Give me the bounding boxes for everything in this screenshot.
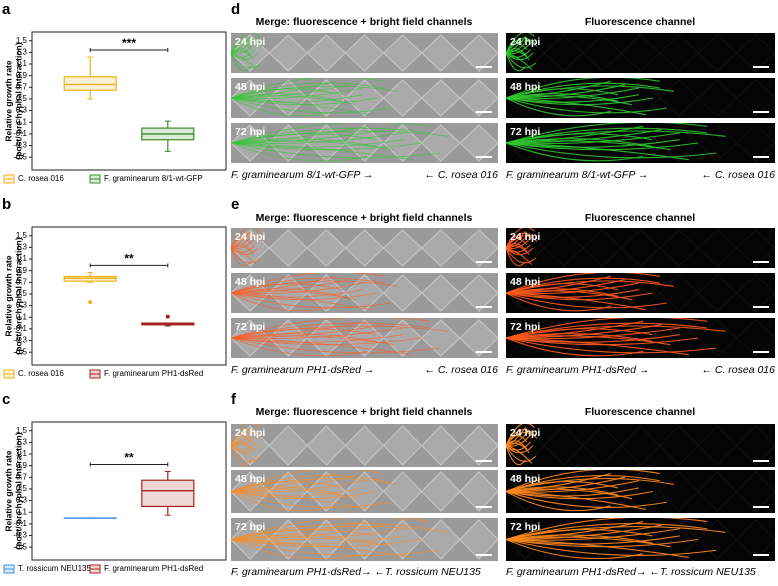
y-tick-label: -0.5	[13, 152, 27, 161]
plot-frame	[32, 32, 226, 170]
caption: F. graminearum PH1-dsRed→ ←T. rossicum N…	[231, 566, 481, 578]
y-tick-label: 1.3	[16, 242, 28, 251]
y-tick-label: 0.7	[16, 82, 28, 91]
legend-label: F. graminearum PH1-dsRed	[104, 369, 203, 378]
y-tick-label: 0.1	[16, 117, 28, 126]
column-title: Merge: fluorescence + bright field chann…	[256, 406, 473, 418]
y-tick-label: 0.3	[16, 106, 28, 115]
time-label: 24 hpi	[235, 427, 265, 439]
outlier	[166, 315, 170, 319]
panel-letter: a	[2, 1, 11, 18]
caption: ← C. rosea 016	[701, 169, 775, 181]
y-tick-label: 0.7	[16, 472, 28, 481]
y-tick-label: 0.3	[16, 496, 28, 505]
y-tick-label: -0.3	[13, 336, 27, 345]
panel-letter: c	[2, 391, 10, 408]
panel-letter: f	[231, 391, 237, 408]
significance-label: **	[124, 252, 134, 266]
panel-letter: e	[231, 196, 239, 213]
time-label: 24 hpi	[510, 427, 540, 439]
time-label: 72 hpi	[235, 321, 265, 333]
column-title: Fluorescence channel	[585, 16, 695, 28]
y-tick-label: 0.5	[16, 289, 28, 298]
time-label: 24 hpi	[235, 36, 265, 48]
y-tick-label: 1.5	[16, 231, 28, 240]
time-label: 72 hpi	[510, 321, 540, 333]
y-tick-label: -0.1	[13, 129, 27, 138]
time-label: 48 hpi	[235, 276, 265, 288]
legend-label: C. rosea 016	[18, 174, 64, 183]
y-tick-label: 0.9	[16, 266, 28, 275]
caption: ← C. rosea 016	[424, 169, 498, 181]
y-tick-label: 0.5	[16, 484, 28, 493]
y-tick-label: -0.1	[13, 324, 27, 333]
caption: F. graminearum PH1-dsRed→ ←T. rossicum N…	[506, 566, 756, 578]
caption: F. graminearum PH1-dsRed →	[506, 364, 649, 376]
y-axis-label: Relative growth rate	[3, 255, 13, 337]
y-tick-label: 0.5	[16, 94, 28, 103]
time-label: 72 hpi	[235, 126, 265, 138]
legend-label: C. rosea 016	[18, 369, 64, 378]
y-tick-label: 0.1	[16, 507, 28, 516]
legend-label: T. rossicum NEU135	[18, 564, 91, 573]
y-tick-label: 1.5	[16, 426, 28, 435]
time-label: 48 hpi	[510, 81, 540, 93]
y-tick-label: 0.9	[16, 461, 28, 470]
time-label: 72 hpi	[510, 521, 540, 533]
y-axis-label: Relative growth rate	[3, 60, 13, 142]
legend-label: F. graminearum 8/1-wt-GFP	[104, 174, 203, 183]
y-tick-label: -0.5	[13, 542, 27, 551]
time-label: 48 hpi	[235, 81, 265, 93]
column-title: Fluorescence channel	[585, 406, 695, 418]
y-tick-label: 1.3	[16, 47, 28, 56]
y-tick-label: -0.5	[13, 347, 27, 356]
box	[142, 480, 194, 506]
y-tick-label: -0.3	[13, 141, 27, 150]
plot-frame	[32, 422, 226, 560]
time-label: 72 hpi	[510, 126, 540, 138]
time-label: 48 hpi	[510, 276, 540, 288]
plot-frame	[32, 227, 226, 365]
caption: F. graminearum 8/1-wt-GFP →	[506, 169, 648, 181]
column-title: Merge: fluorescence + bright field chann…	[256, 212, 473, 224]
y-tick-label: 1.1	[16, 59, 28, 68]
y-tick-label: 1.3	[16, 437, 28, 446]
y-tick-label: 0.3	[16, 301, 28, 310]
legend-label: F. graminearum PH1-dsRed	[104, 564, 203, 573]
caption: ← C. rosea 016	[701, 364, 775, 376]
significance-label: **	[124, 451, 134, 465]
y-tick-label: 0.1	[16, 312, 28, 321]
time-label: 24 hpi	[510, 231, 540, 243]
time-label: 24 hpi	[235, 231, 265, 243]
column-title: Fluorescence channel	[585, 212, 695, 224]
micrograph	[506, 228, 775, 268]
caption: F. graminearum 8/1-wt-GFP →	[231, 169, 373, 181]
time-label: 48 hpi	[510, 473, 540, 485]
box	[64, 77, 116, 90]
time-label: 72 hpi	[235, 521, 265, 533]
micrograph	[506, 33, 775, 73]
y-tick-label: -0.3	[13, 531, 27, 540]
y-axis-label: Relative growth rate	[3, 450, 13, 532]
time-label: 48 hpi	[235, 473, 265, 485]
y-tick-label: -0.1	[13, 519, 27, 528]
time-label: 24 hpi	[510, 36, 540, 48]
caption: ← C. rosea 016	[424, 364, 498, 376]
panel-letter: d	[231, 1, 240, 18]
panel-letter: b	[2, 196, 11, 213]
y-tick-label: 1.5	[16, 36, 28, 45]
y-tick-label: 0.9	[16, 71, 28, 80]
significance-label: ***	[122, 36, 136, 50]
outlier	[88, 300, 92, 304]
column-title: Merge: fluorescence + bright field chann…	[256, 16, 473, 28]
micrograph	[506, 424, 775, 467]
y-tick-label: 1.1	[16, 254, 28, 263]
y-tick-label: 1.1	[16, 449, 28, 458]
y-tick-label: 0.7	[16, 277, 28, 286]
caption: F. graminearum PH1-dsRed →	[231, 364, 374, 376]
